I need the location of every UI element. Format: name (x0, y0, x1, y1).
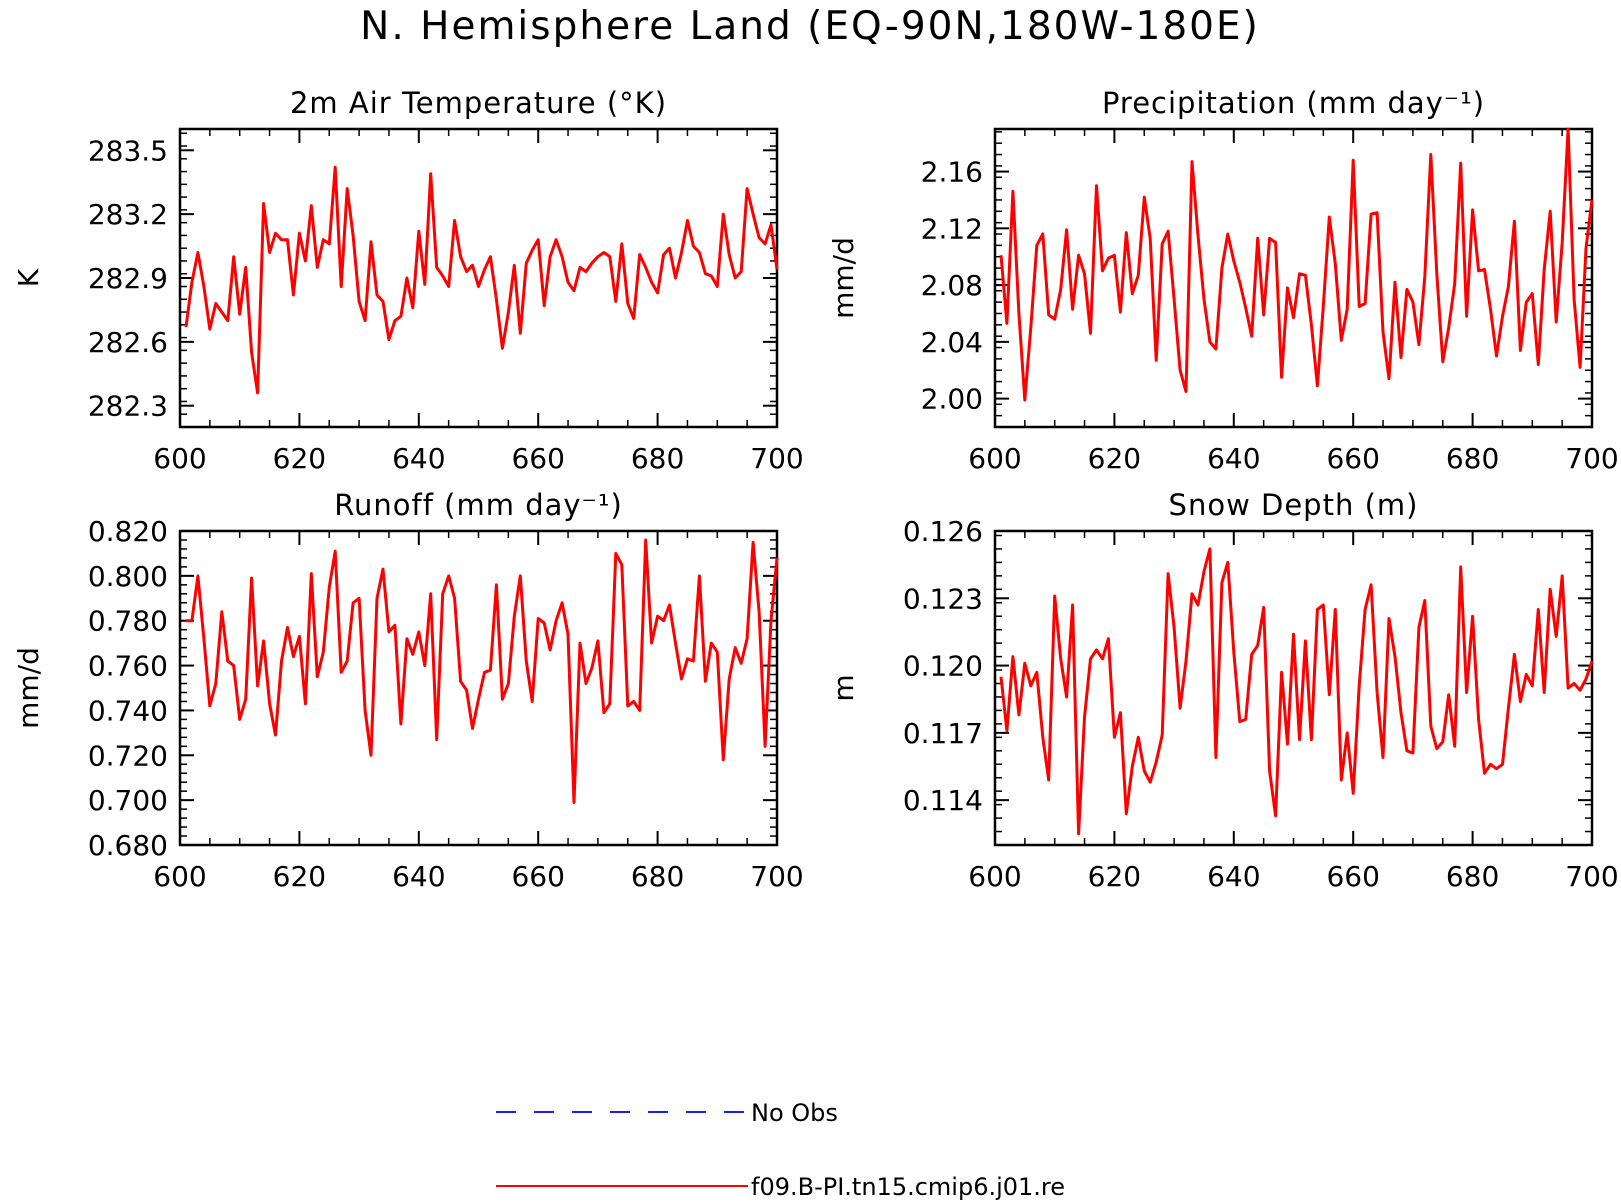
x-tick-label: 700 (1565, 442, 1618, 475)
x-tick-label: 640 (392, 860, 445, 893)
y-tick-label: 282.3 (88, 390, 168, 423)
x-tick-label: 620 (273, 860, 326, 893)
figure-title: N. Hemisphere Land (EQ-90N,180W-180E) (360, 4, 1260, 49)
panel-runoff: Runoff (mm day⁻¹) 600 620 640 660 680 700 0.680… (12, 488, 804, 893)
series-line (999, 127, 1594, 402)
series-line (184, 165, 779, 395)
series-line (186, 538, 779, 804)
x-tick-label: 680 (1446, 860, 1499, 893)
y-tick-label: 0.760 (88, 650, 168, 683)
y-tick-label: 283.5 (88, 134, 168, 167)
panel-air-temperature: 2m Air Temperature (°K) 600 620 640 660 680 70… (12, 86, 804, 475)
plot-frame (993, 529, 1594, 847)
y-tick-label: 0.720 (88, 739, 168, 772)
y-tick-label: 0.123 (903, 582, 983, 615)
legend-no-obs-label: No Obs (751, 1099, 838, 1127)
x-tick-label: 640 (392, 442, 445, 475)
legend: No Obs f09.B-PI.tn15.cmip6.j01.re (496, 1099, 1065, 1201)
y-axis-label: mm/d (12, 647, 45, 729)
x-tick-label: 600 (153, 860, 206, 893)
x-tick-label: 680 (631, 442, 684, 475)
x-tick-label: 660 (1326, 860, 1379, 893)
y-tick-label: 2.16 (921, 156, 983, 189)
x-tick-label: 640 (1207, 442, 1260, 475)
y-tick-label: 0.800 (88, 560, 168, 593)
y-axis-label: m (827, 674, 860, 701)
y-tick-label: 0.114 (903, 784, 983, 817)
x-tick-label: 700 (1565, 860, 1618, 893)
panel-precipitation: Precipitation (mm day⁻¹) 600 620 640 660 680 7… (827, 86, 1619, 475)
x-tick-label: 600 (968, 860, 1021, 893)
y-tick-label: 0.126 (903, 515, 983, 548)
panel-title: Runoff (mm day⁻¹) (334, 488, 623, 522)
panel-title: 2m Air Temperature (°K) (290, 86, 667, 120)
x-tick-label: 700 (750, 860, 803, 893)
x-tick-label: 600 (968, 442, 1021, 475)
x-tick-label: 600 (153, 442, 206, 475)
panel-title: Snow Depth (m) (1169, 488, 1419, 522)
y-tick-label: 282.6 (88, 326, 168, 359)
y-tick-label: 0.740 (88, 694, 168, 727)
x-tick-label: 620 (1088, 442, 1141, 475)
x-tick-label: 700 (750, 442, 803, 475)
y-tick-label: 282.9 (88, 262, 168, 295)
x-tick-label: 640 (1207, 860, 1260, 893)
y-tick-label: 2.00 (921, 383, 983, 416)
x-tick-label: 660 (511, 860, 564, 893)
series-line (999, 547, 1594, 836)
y-tick-label: 0.120 (903, 650, 983, 683)
y-tick-label: 0.700 (88, 784, 168, 817)
plot-frame (178, 127, 779, 429)
x-tick-label: 660 (1326, 442, 1379, 475)
y-axis-label: mm/d (827, 237, 860, 319)
y-tick-label: 2.04 (921, 326, 983, 359)
panel-title: Precipitation (mm day⁻¹) (1102, 86, 1485, 120)
y-tick-label: 2.08 (921, 269, 983, 302)
y-axis-label: K (12, 268, 45, 287)
x-tick-label: 660 (511, 442, 564, 475)
y-tick-label: 2.12 (921, 212, 983, 245)
x-tick-label: 680 (631, 860, 684, 893)
y-tick-label: 0.820 (88, 515, 168, 548)
x-tick-label: 680 (1446, 442, 1499, 475)
panel-snow-depth: Snow Depth (m) 600 620 640 660 680 700 0.114 0.1… (827, 488, 1619, 893)
x-tick-label: 620 (1088, 860, 1141, 893)
y-tick-label: 0.117 (903, 717, 983, 750)
y-tick-label: 0.780 (88, 605, 168, 638)
y-tick-label: 283.2 (88, 198, 168, 231)
legend-model-label: f09.B-PI.tn15.cmip6.j01.re (751, 1173, 1065, 1201)
x-tick-label: 620 (273, 442, 326, 475)
y-tick-label: 0.680 (88, 829, 168, 862)
